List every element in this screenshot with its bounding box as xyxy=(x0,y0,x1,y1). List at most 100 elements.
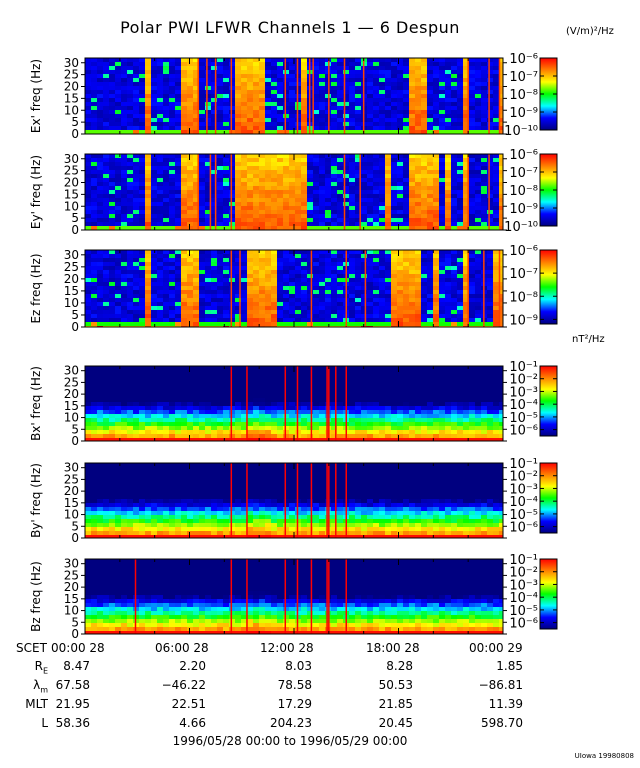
spectrogram-cell xyxy=(151,182,157,186)
spectrogram-cell xyxy=(415,114,421,118)
spectrogram-cell xyxy=(475,322,481,326)
spectrogram-cell xyxy=(409,250,415,254)
spectrogram-cell xyxy=(205,390,211,394)
spectrogram-cell xyxy=(103,130,109,134)
spectrogram-cell xyxy=(433,214,439,218)
spectrogram-cell xyxy=(277,286,283,290)
spectrogram-cell xyxy=(373,310,379,314)
colorbar-tick-label: 10⁻⁸ xyxy=(509,184,538,199)
spectrogram-cell xyxy=(157,182,163,186)
spectrogram-cell xyxy=(403,258,409,262)
spectrogram-cell xyxy=(217,102,223,106)
spectrogram-cell xyxy=(391,154,397,158)
spectrogram-cell xyxy=(439,254,445,258)
spectrogram-cell xyxy=(343,210,349,214)
spectrogram-cell xyxy=(97,178,103,182)
spectrogram-cell xyxy=(499,70,503,74)
spectrogram-cell xyxy=(349,278,355,282)
spectrogram-cell xyxy=(187,102,193,106)
spectrogram-cell xyxy=(139,98,145,102)
spectrogram-cell xyxy=(241,206,247,210)
spectrogram-cell xyxy=(139,110,145,114)
spectrogram-cell xyxy=(145,218,151,222)
spectrogram-cell xyxy=(481,58,487,62)
spectrogram-cell xyxy=(349,98,355,102)
spectrogram-cell xyxy=(217,302,223,306)
spectrogram-cell xyxy=(133,270,139,274)
spectrogram-cell xyxy=(175,166,181,170)
spectrogram-cell xyxy=(163,426,169,430)
spectrogram-cell xyxy=(367,278,373,282)
spectrogram-cell xyxy=(97,422,103,426)
spectrogram-cell xyxy=(181,310,187,314)
spectrogram-cell xyxy=(151,262,157,266)
spectrogram-cell xyxy=(217,366,223,370)
spectrogram-cell xyxy=(253,286,259,290)
spectrogram-cell xyxy=(127,130,133,134)
spectrogram-cell xyxy=(499,214,503,218)
spectrogram-cell xyxy=(139,94,145,98)
spectrogram-cell xyxy=(391,86,397,90)
spectrogram-cell xyxy=(427,250,433,254)
spectrogram-cell xyxy=(199,286,205,290)
spectrogram-cell xyxy=(97,406,103,410)
spectrogram-cell xyxy=(385,310,391,314)
spectrogram-cell xyxy=(133,286,139,290)
spectrogram-cell xyxy=(463,70,469,74)
spectrogram-cell xyxy=(169,294,175,298)
spectrogram-cell xyxy=(235,166,241,170)
spectrogram-cell xyxy=(433,222,439,226)
spectrogram-cell xyxy=(415,258,421,262)
spectrogram-cell xyxy=(271,94,277,98)
spectrogram-cell xyxy=(223,86,229,90)
spectrogram-cell xyxy=(211,174,217,178)
spectrogram-cell xyxy=(409,166,415,170)
spectrogram-cell xyxy=(475,110,481,114)
spectrogram-cell xyxy=(451,278,457,282)
spectrogram-cell xyxy=(301,58,307,62)
spectrogram-cell xyxy=(403,130,409,134)
spectrogram-cell xyxy=(247,198,253,202)
spectrogram-cell xyxy=(457,58,463,62)
spectrogram-cell xyxy=(199,426,205,430)
spectrogram-cell xyxy=(169,262,175,266)
spectrogram-cell xyxy=(373,226,379,230)
spectrogram-cell xyxy=(271,166,277,170)
spectrogram-cell xyxy=(265,190,271,194)
spectrogram-cell xyxy=(169,190,175,194)
spectrogram-cell xyxy=(451,194,457,198)
spectrogram-cell xyxy=(367,98,373,102)
spectrogram-cell xyxy=(145,102,151,106)
spectrogram-cell xyxy=(91,102,97,106)
spectrogram-cell xyxy=(313,58,319,62)
spectrogram-cell xyxy=(223,434,229,438)
spectrogram-cell xyxy=(181,266,187,270)
spectrogram-cell xyxy=(349,58,355,62)
spectrogram-cell xyxy=(409,110,415,114)
spectrogram-cell xyxy=(247,118,253,122)
spectrogram-cell xyxy=(127,438,133,441)
spectrogram-cell xyxy=(457,94,463,98)
spectrogram-cell xyxy=(463,114,469,118)
spectrogram-cell xyxy=(235,130,241,134)
spectrogram-cell xyxy=(481,170,487,174)
spectrogram-cell xyxy=(151,166,157,170)
spectrogram-cell xyxy=(355,198,361,202)
spectrogram-cell xyxy=(163,370,169,374)
spectrogram-cell xyxy=(247,74,253,78)
spectrogram-cell xyxy=(199,178,205,182)
spectrogram-cell xyxy=(421,322,427,326)
spectrogram-cell xyxy=(277,154,283,158)
spectrogram-cell xyxy=(223,194,229,198)
spectrogram-cell xyxy=(385,170,391,174)
spectrogram-cell xyxy=(373,270,379,274)
spectrogram-cell xyxy=(265,74,271,78)
spectrogram-cell xyxy=(253,258,259,262)
spectrogram-cell xyxy=(367,66,373,70)
spectrogram-cell xyxy=(91,410,97,414)
spectrogram-cell xyxy=(373,74,379,78)
spectrogram-cell xyxy=(265,402,271,406)
spectrogram-cell xyxy=(271,206,277,210)
spectrogram-cell xyxy=(301,290,307,294)
spectrogram-cell xyxy=(157,62,163,66)
